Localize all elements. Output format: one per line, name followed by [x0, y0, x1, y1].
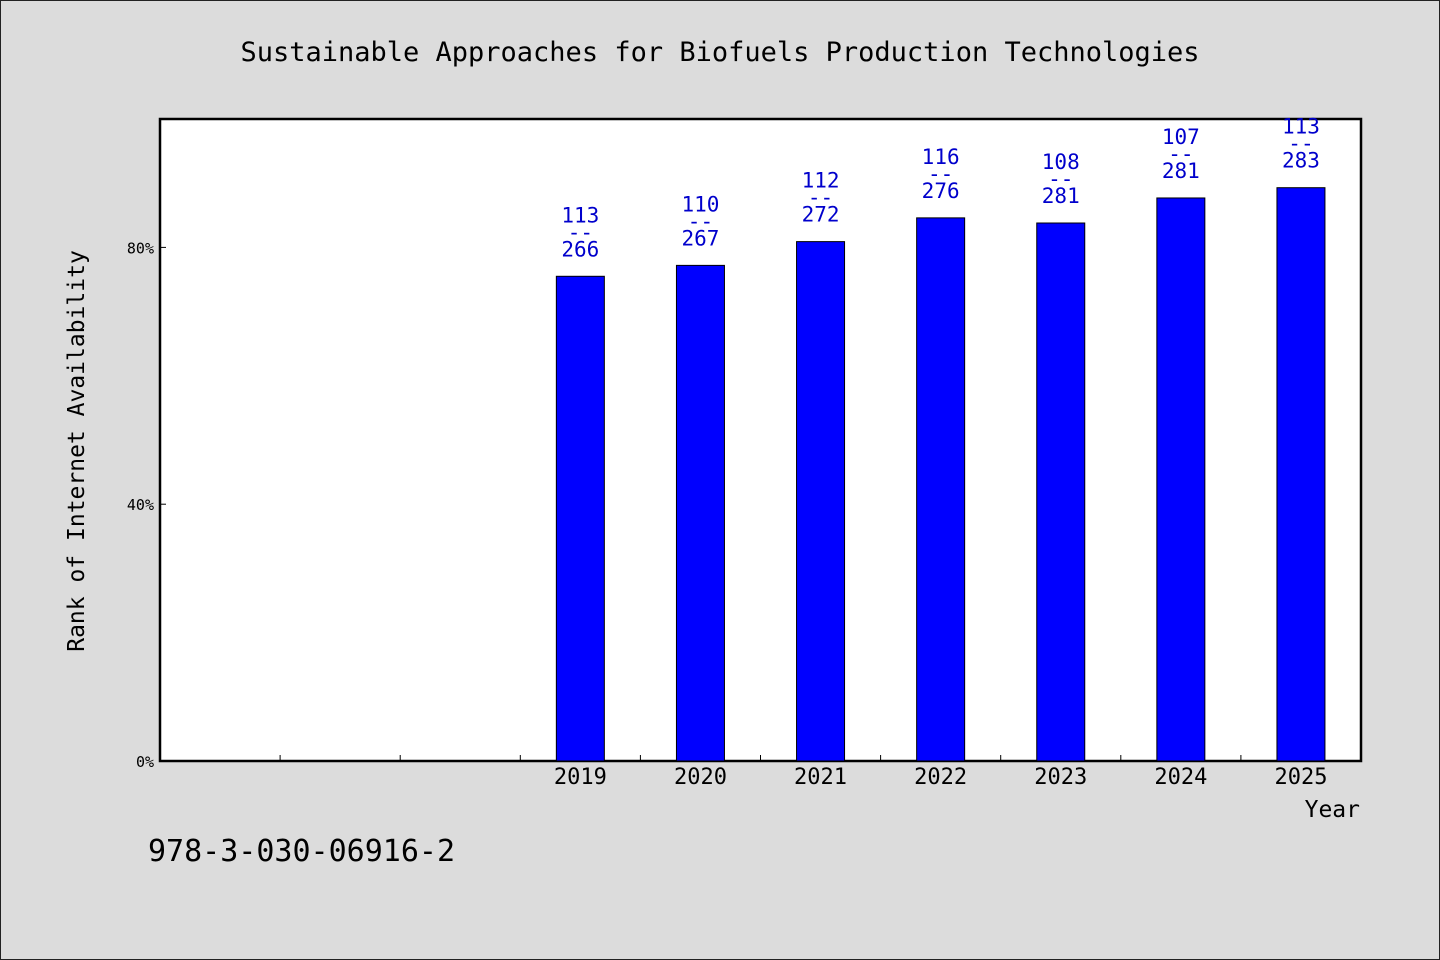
bar-2021 [796, 241, 846, 762]
data-label-bottom: 281 [1162, 159, 1200, 183]
data-label-bottom: 266 [561, 237, 599, 261]
data-label-top: 108 [1042, 150, 1080, 174]
x-tick-label: 2019 [554, 765, 607, 790]
data-label-separator: -- [928, 162, 953, 186]
data-label-separator: -- [808, 186, 833, 210]
bar-2023 [1036, 222, 1086, 762]
bars [555, 187, 1326, 762]
bar-2022 [916, 217, 966, 762]
x-tick-label: 2021 [794, 765, 847, 790]
x-axis-label: Year [1305, 797, 1360, 823]
y-tick-label: 40% [127, 496, 154, 514]
data-label-bottom: 272 [802, 203, 840, 227]
y-tick-label: 0% [136, 753, 154, 771]
x-tick-label: 2022 [914, 765, 967, 790]
data-label-separator: -- [688, 209, 713, 233]
y-axis: 0% 40% 80% [127, 239, 166, 771]
data-label-separator: -- [568, 220, 593, 244]
x-tick-label: 2020 [674, 765, 727, 790]
data-label-separator: -- [1168, 142, 1193, 166]
data-label-separator: -- [1288, 132, 1313, 156]
data-label-bottom: 267 [681, 226, 719, 250]
x-tick-label: 2025 [1274, 765, 1327, 790]
data-label-bottom: 276 [922, 179, 960, 203]
isbn-footer: 978-3-030-06916-2 [148, 834, 456, 869]
data-label-top: 110 [681, 192, 719, 216]
data-label-separator: -- [1048, 167, 1073, 191]
y-axis-label: Rank of Internet Availability [64, 250, 90, 652]
data-label-bottom: 281 [1042, 184, 1080, 208]
data-label-top: 113 [1282, 115, 1320, 139]
bar-2019 [555, 275, 605, 762]
data-label-top: 112 [802, 169, 840, 193]
bar-2024 [1156, 197, 1206, 762]
data-label-top: 113 [561, 203, 599, 227]
data-label-bottom: 283 [1282, 149, 1320, 173]
x-tick-label: 2023 [1034, 765, 1087, 790]
bar-2025 [1276, 187, 1326, 762]
data-label-top: 107 [1162, 125, 1200, 149]
data-label-top: 116 [922, 145, 960, 169]
chart-title: Sustainable Approaches for Biofuels Prod… [240, 37, 1199, 68]
bar-2020 [675, 264, 725, 762]
x-axis: 2019 2020 2021 2022 2023 2024 2025 [279, 755, 1327, 790]
x-tick-label: 2024 [1154, 765, 1207, 790]
y-tick-label: 80% [127, 239, 154, 257]
